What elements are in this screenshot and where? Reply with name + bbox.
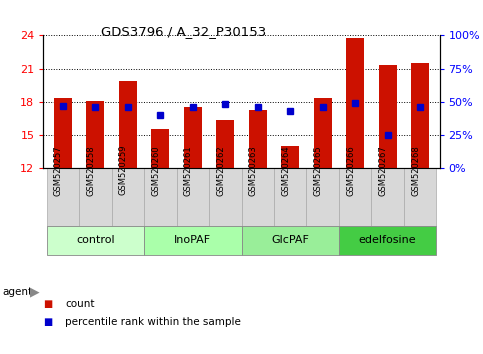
Text: GSM520261: GSM520261 xyxy=(184,145,193,195)
Text: GDS3796 / A_32_P30153: GDS3796 / A_32_P30153 xyxy=(101,25,266,38)
Bar xyxy=(339,168,371,226)
Bar xyxy=(306,168,339,226)
Text: InoPAF: InoPAF xyxy=(174,235,212,245)
Bar xyxy=(209,168,242,226)
Bar xyxy=(242,226,339,255)
Text: control: control xyxy=(76,235,115,245)
Text: count: count xyxy=(65,299,95,309)
Bar xyxy=(274,168,306,226)
Bar xyxy=(281,146,299,168)
Bar xyxy=(249,110,267,168)
Text: GSM520264: GSM520264 xyxy=(281,145,290,195)
Bar xyxy=(411,63,429,168)
Text: percentile rank within the sample: percentile rank within the sample xyxy=(65,317,241,327)
Bar xyxy=(216,120,234,168)
Bar xyxy=(151,129,169,168)
Text: GSM520262: GSM520262 xyxy=(216,145,225,195)
Bar xyxy=(79,168,112,226)
Bar xyxy=(119,81,137,168)
Bar xyxy=(112,168,144,226)
Text: GSM520259: GSM520259 xyxy=(119,145,128,195)
Bar xyxy=(86,101,104,168)
Bar xyxy=(177,168,209,226)
Bar xyxy=(54,98,72,168)
Bar xyxy=(144,226,242,255)
Text: GSM520257: GSM520257 xyxy=(54,145,63,195)
Text: ■: ■ xyxy=(43,317,53,327)
Bar xyxy=(346,38,364,168)
Bar xyxy=(314,98,332,168)
Text: ▶: ▶ xyxy=(30,286,40,298)
Bar xyxy=(339,226,436,255)
Bar xyxy=(242,168,274,226)
Text: GlcPAF: GlcPAF xyxy=(271,235,309,245)
Text: GSM520268: GSM520268 xyxy=(411,145,420,196)
Bar xyxy=(47,226,144,255)
Bar xyxy=(144,168,177,226)
Text: GSM520267: GSM520267 xyxy=(379,145,387,196)
Text: ■: ■ xyxy=(43,299,53,309)
Text: edelfosine: edelfosine xyxy=(359,235,416,245)
Bar xyxy=(184,107,202,168)
Bar xyxy=(404,168,436,226)
Text: GSM520260: GSM520260 xyxy=(151,145,160,195)
Text: GSM520265: GSM520265 xyxy=(313,145,323,195)
Text: agent: agent xyxy=(2,287,32,297)
Bar xyxy=(371,168,404,226)
Text: GSM520258: GSM520258 xyxy=(86,145,96,195)
Text: GSM520263: GSM520263 xyxy=(249,145,258,196)
Text: GSM520266: GSM520266 xyxy=(346,145,355,196)
Bar xyxy=(379,65,397,168)
Bar xyxy=(47,168,79,226)
